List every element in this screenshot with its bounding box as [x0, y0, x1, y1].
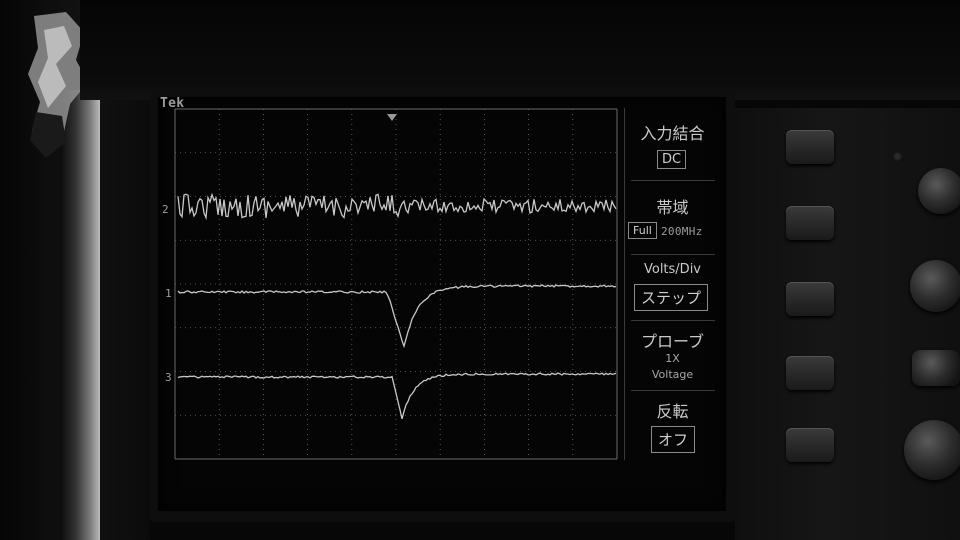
- trace-noise-channel: [177, 192, 617, 221]
- channel-marker-low: 3: [165, 371, 172, 384]
- trigger-position-marker: [387, 114, 397, 121]
- trace-step-channel: [177, 284, 617, 349]
- menu-divider-4: [631, 390, 715, 391]
- knob-top[interactable]: [918, 168, 960, 214]
- menu-divider-2: [631, 254, 715, 255]
- menu-divider-3: [631, 320, 715, 321]
- bandwidth-value: 200MHz: [661, 225, 703, 238]
- bandwidth-mode[interactable]: Full: [628, 222, 657, 239]
- knob-middle[interactable]: [910, 260, 960, 312]
- probe-multiplier: 1X: [665, 352, 680, 365]
- probe-type: Voltage: [651, 368, 694, 381]
- menu-button-5[interactable]: [786, 428, 834, 462]
- invert-value[interactable]: オフ: [651, 426, 696, 453]
- knob-button[interactable]: [912, 350, 960, 386]
- volts-div-title: Volts/Div: [643, 262, 701, 277]
- menu-button-3[interactable]: [786, 282, 834, 316]
- probe-title: プローブ: [640, 332, 705, 351]
- menu-button-1[interactable]: [786, 130, 834, 164]
- window-light: [60, 90, 100, 540]
- indicator-led: [893, 152, 902, 161]
- menu-button-4[interactable]: [786, 356, 834, 390]
- paper-scrap: [28, 12, 88, 158]
- graticule: [174, 108, 618, 460]
- channel-marker-top: 2: [162, 203, 169, 216]
- side-menu: 入力結合 DC 帯域 Full 200MHz Volts/Div ステップ プロ…: [624, 108, 720, 460]
- coupling-value[interactable]: DC: [657, 150, 687, 169]
- oscilloscope-screen: [158, 97, 726, 511]
- brand-label: Tek: [160, 96, 185, 111]
- menu-divider-1: [631, 180, 715, 181]
- invert-title: 反転: [656, 402, 689, 421]
- bandwidth-title: 帯域: [656, 198, 689, 217]
- trace-pulse-channel: [177, 372, 617, 420]
- knob-bottom[interactable]: [904, 420, 960, 480]
- top-shadow: [80, 0, 960, 100]
- volts-div-value[interactable]: ステップ: [634, 284, 709, 311]
- channel-marker-mid: 1: [165, 287, 172, 300]
- coupling-title: 入力結合: [640, 124, 705, 143]
- menu-button-2[interactable]: [786, 206, 834, 240]
